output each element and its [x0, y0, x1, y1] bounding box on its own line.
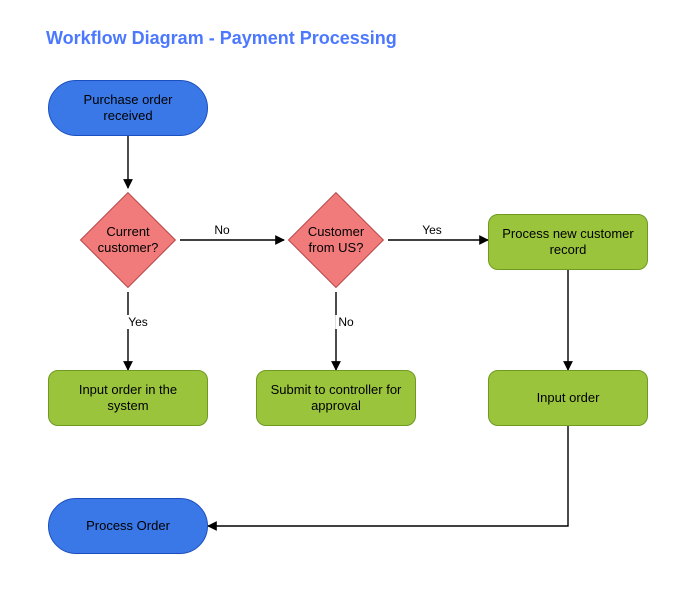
process-p_inputorder: Input order [488, 370, 648, 426]
edge-label-3: Yes [419, 223, 445, 237]
node-label-start: Purchase order received [59, 92, 197, 125]
node-label-p_newcust: Process new customer record [499, 226, 637, 259]
diagram-canvas: Workflow Diagram - Payment Processing Pu… [0, 0, 680, 605]
node-label-end: Process Order [86, 518, 170, 534]
process-p_inputsys: Input order in the system [48, 370, 208, 426]
decision-label-d_us: Customer from US? [288, 192, 384, 288]
node-label-p_inputorder: Input order [537, 390, 600, 406]
terminator-end: Process Order [48, 498, 208, 554]
edge-label-4: No [335, 315, 356, 329]
decision-d_current: Current customer? [80, 192, 176, 288]
process-p_submit: Submit to controller for approval [256, 370, 416, 426]
edge-6 [208, 426, 568, 526]
diagram-title: Workflow Diagram - Payment Processing [46, 28, 397, 49]
edge-label-1: No [211, 223, 232, 237]
process-p_newcust: Process new customer record [488, 214, 648, 270]
node-label-p_inputsys: Input order in the system [59, 382, 197, 415]
decision-d_us: Customer from US? [288, 192, 384, 288]
edge-label-2: Yes [125, 315, 151, 329]
decision-label-d_current: Current customer? [80, 192, 176, 288]
node-label-p_submit: Submit to controller for approval [267, 382, 405, 415]
terminator-start: Purchase order received [48, 80, 208, 136]
